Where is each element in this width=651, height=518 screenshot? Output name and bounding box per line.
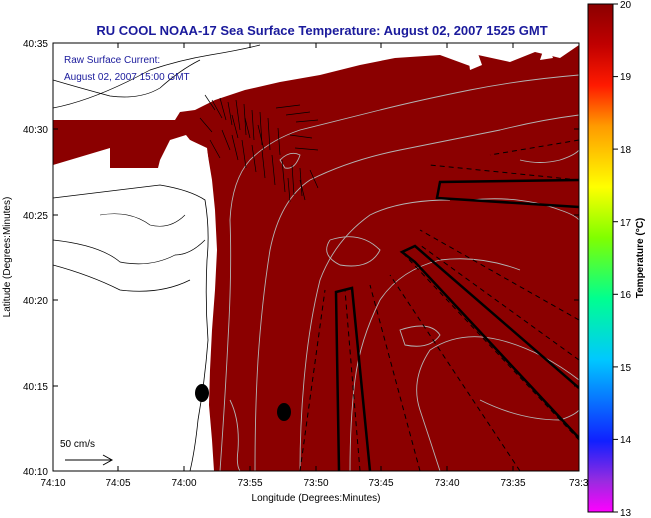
land-island-2	[468, 45, 482, 70]
x-tick-label: 74:00	[171, 478, 196, 489]
colorbar-tick: 18	[620, 145, 632, 156]
colorbar-tick: 15	[620, 363, 632, 374]
y-tick-label: 40:20	[23, 296, 48, 307]
colorbar-tick: 20	[620, 0, 632, 11]
radar-sector-outlines	[334, 178, 579, 471]
x-tick-label: 73:50	[303, 478, 328, 489]
x-axis-label: Longitude (Degrees:Minutes)	[252, 493, 381, 504]
bay-contour-2	[53, 264, 191, 292]
colorbar-tick: 16	[620, 290, 632, 301]
x-tick-label: 73:35	[500, 478, 525, 489]
x-tick-label: 73:45	[368, 478, 393, 489]
land-island-3	[540, 45, 553, 60]
bay-contour	[53, 239, 206, 265]
y-axis: 40:35 40:30 40:25 40:20 40:15 40:10 Lati…	[2, 39, 579, 478]
sst-field	[53, 45, 579, 471]
coast-contour-2	[53, 59, 201, 98]
x-tick-label: 74:10	[40, 478, 65, 489]
colorbar-tick: 14	[620, 435, 632, 446]
y-axis-label: Latitude (Degrees:Minutes)	[2, 197, 13, 318]
current-vectors	[199, 94, 319, 203]
isotherm-contours	[219, 74, 579, 471]
coastline	[53, 184, 209, 471]
x-tick-label: 74:05	[105, 478, 130, 489]
figure-title: RU COOL NOAA-17 Sea Surface Temperature:…	[96, 23, 547, 38]
dashed-radar-sectors	[299, 139, 579, 471]
y-tick-label: 40:30	[23, 125, 48, 136]
land-island-1	[180, 140, 209, 168]
y-tick-label: 40:25	[23, 211, 48, 222]
station-marker-1	[195, 384, 209, 402]
colorbar-tick: 19	[620, 72, 632, 83]
y-tick-label: 40:35	[23, 39, 48, 50]
station-marker-2	[277, 403, 291, 421]
annotation-current-date: August 02, 2007 15:00 GMT	[64, 72, 190, 83]
vector-scale-label: 50 cm/s	[60, 439, 95, 450]
colorbar-tick: 17	[620, 218, 632, 229]
map-plot-area: Raw Surface Current: August 02, 2007 15:…	[53, 43, 579, 471]
temperature-colorbar: 20 19 18 17 16 15 14 13 Temperature (°C)	[587, 0, 646, 518]
x-tick-label: 73:40	[434, 478, 459, 489]
y-tick-label: 40:10	[23, 467, 48, 478]
colorbar-tick: 13	[620, 508, 632, 518]
x-tick-label: 73:55	[237, 478, 262, 489]
x-tick-label: 73:3	[569, 478, 589, 489]
colorbar-label: Temperature (°C)	[635, 218, 646, 299]
bay-contour-3	[99, 213, 186, 227]
vector-scale-arrow	[65, 454, 114, 466]
y-tick-label: 40:15	[23, 382, 48, 393]
annotation-current-title: Raw Surface Current:	[64, 55, 160, 66]
x-axis: 74:10 74:05 74:00 73:55 73:50 73:45 73:4…	[40, 43, 589, 504]
coast-contour-1	[53, 44, 261, 109]
colorbar-gradient	[587, 3, 614, 513]
